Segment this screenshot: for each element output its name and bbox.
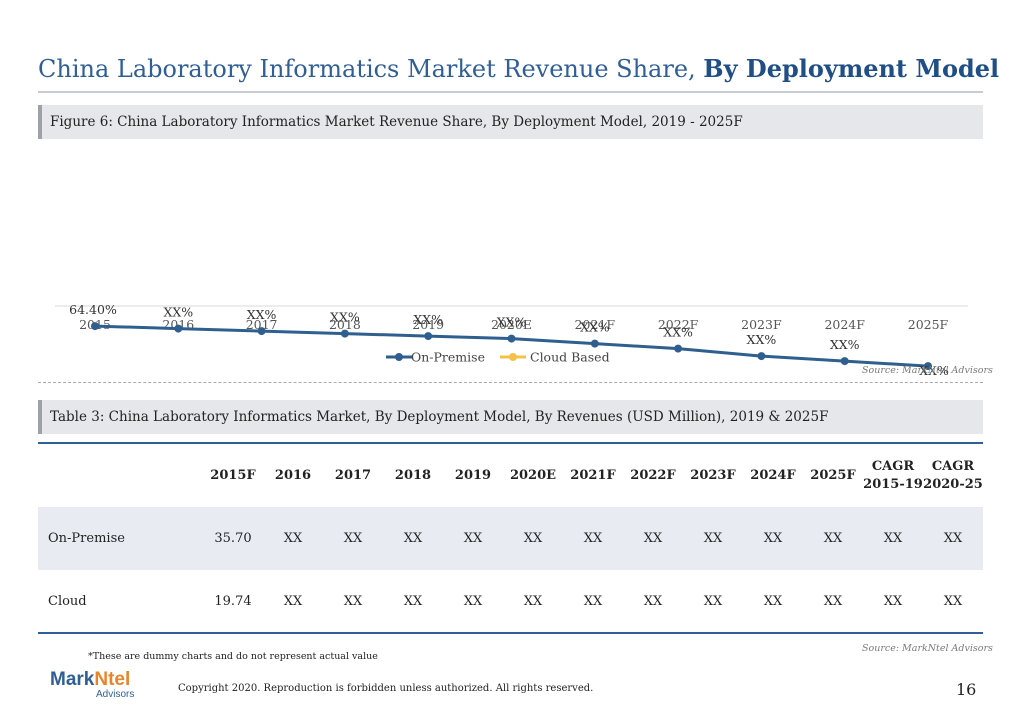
- data-label: XX%: [497, 315, 527, 330]
- table-cell: XX: [943, 531, 963, 546]
- data-point: [424, 332, 433, 341]
- x-tick-label: 2025F: [908, 317, 949, 332]
- table-cell: XX: [823, 593, 843, 609]
- table-header-cell: 2025F: [810, 467, 856, 483]
- table-cell: XX: [763, 593, 783, 609]
- table-row: Cloud 19.74 XX XX XX XX XX XX XX XX XX X…: [38, 570, 983, 633]
- table-cell: XX: [403, 593, 423, 609]
- table-cell: XX: [283, 531, 303, 546]
- figure-caption: Figure 6: China Laboratory Informatics M…: [38, 105, 983, 139]
- table-cell: XX: [823, 531, 843, 546]
- table-cell: 19.74: [214, 593, 252, 609]
- data-point: [340, 329, 349, 338]
- page-number: 16: [956, 680, 977, 699]
- table-cell: XX: [883, 593, 903, 609]
- legend-swatch-marker: [395, 353, 403, 361]
- data-point: [257, 327, 266, 336]
- data-label: XX%: [663, 325, 693, 340]
- logo-mark-text: Mark: [50, 669, 95, 690]
- data-point: [840, 357, 849, 366]
- data-point: [924, 362, 932, 371]
- table-header-row: 2015F 2016 2017 2018 2019 2020E 2021F 20…: [38, 443, 983, 507]
- legend-swatch-marker: [509, 353, 517, 361]
- revenue-table: 2015F 2016 2017 2018 2019 2020E 2021F 20…: [38, 442, 983, 634]
- data-point: [91, 322, 99, 331]
- table-cell: XX: [883, 531, 903, 546]
- data-point: [757, 352, 766, 361]
- table-cell: XX: [643, 531, 663, 546]
- title-divider: [38, 91, 983, 93]
- table-cell: XX: [463, 531, 483, 546]
- x-tick-label: 2022F: [658, 317, 699, 332]
- table-cell: 35.70: [214, 531, 252, 546]
- table-header-cell: 2017: [334, 467, 372, 483]
- page-title-text: China Laboratory Informatics Market Reve…: [38, 55, 704, 83]
- disclaimer-note: *These are dummy charts and do not repre…: [88, 651, 378, 662]
- data-label: XX%: [747, 332, 777, 347]
- table-cell: XX: [343, 531, 363, 546]
- table-header-cell: 2016: [274, 467, 312, 483]
- table-header-cell: 2021F: [570, 467, 616, 483]
- data-point: [174, 324, 183, 333]
- table-cell: XX: [703, 593, 723, 609]
- table-cell: XX: [523, 593, 543, 609]
- data-point: [507, 334, 516, 343]
- figure-source: Source: MarkNtel Advisors: [862, 365, 993, 376]
- legend-label: On-Premise: [411, 350, 485, 365]
- data-point: [590, 339, 599, 348]
- table-cell: XX: [283, 593, 303, 609]
- data-label: XX%: [163, 305, 193, 320]
- x-tick-label: 2019: [412, 317, 444, 332]
- table-cell: XX: [583, 531, 603, 546]
- data-label: XX%: [413, 312, 443, 327]
- table-cell: XX: [643, 593, 663, 609]
- table-cell: XX: [763, 531, 783, 546]
- company-logo: MarkNtel Advisors: [50, 670, 134, 700]
- table-header-cell: 2023F: [690, 467, 736, 483]
- table-header-cell: CAGR 2020-25: [923, 458, 983, 492]
- table-cell: XX: [583, 593, 603, 609]
- table-header-cell: 2019: [454, 467, 492, 483]
- table-row-label: On-Premise: [48, 531, 125, 546]
- table-caption: Table 3: China Laboratory Informatics Ma…: [38, 400, 983, 434]
- copyright-notice: Copyright 2020. Reproduction is forbidde…: [178, 683, 594, 694]
- legend-label: Cloud Based: [530, 350, 610, 365]
- table-header-cell: 2022F: [630, 467, 676, 483]
- table-header-cell: 2018: [394, 467, 432, 483]
- x-tick-label: 2024F: [824, 317, 865, 332]
- x-tick-label: 2018: [329, 317, 361, 332]
- data-label: XX%: [830, 337, 860, 352]
- x-tick-label: 2017: [246, 317, 278, 332]
- table-cell: XX: [523, 531, 543, 546]
- table-header-cell: [38, 443, 203, 507]
- table-header-cell: 2015F: [210, 467, 256, 483]
- page-title: China Laboratory Informatics Market Reve…: [38, 54, 999, 83]
- table-cell: XX: [943, 593, 963, 609]
- data-label: XX%: [580, 320, 610, 335]
- data-label: XX%: [330, 310, 360, 325]
- page-title-emphasis: By Deployment Model: [703, 54, 1000, 83]
- table-header-cell: 2024F: [750, 467, 796, 483]
- logo-subtitle: Advisors: [96, 689, 135, 700]
- table-header-cell: CAGR 2015-19: [863, 458, 923, 492]
- x-tick-label: 2023F: [741, 317, 782, 332]
- table-cell: XX: [703, 531, 723, 546]
- x-tick-label: 2021F: [575, 317, 616, 332]
- data-point: [674, 344, 683, 353]
- table-cell: XX: [403, 531, 423, 546]
- data-label: XX%: [919, 363, 949, 378]
- line-chart: 201520162017201820192020E2021F2022F2023F…: [55, 302, 968, 378]
- x-tick-label: 2020E: [491, 317, 532, 332]
- table-header-cell: 2020E: [509, 467, 557, 483]
- table-row: On-Premise 35.70 XX XX XX XX XX XX XX XX…: [38, 507, 983, 570]
- section-separator: [38, 382, 983, 383]
- table-cell: XX: [343, 593, 363, 609]
- data-label: 64.40%: [69, 302, 117, 317]
- logo-ntel-text: Ntel: [94, 669, 131, 690]
- table-row-label: Cloud: [48, 593, 87, 609]
- table-cell: XX: [463, 593, 483, 609]
- table-source: Source: MarkNtel Advisors: [862, 643, 993, 654]
- data-label: XX%: [247, 307, 277, 322]
